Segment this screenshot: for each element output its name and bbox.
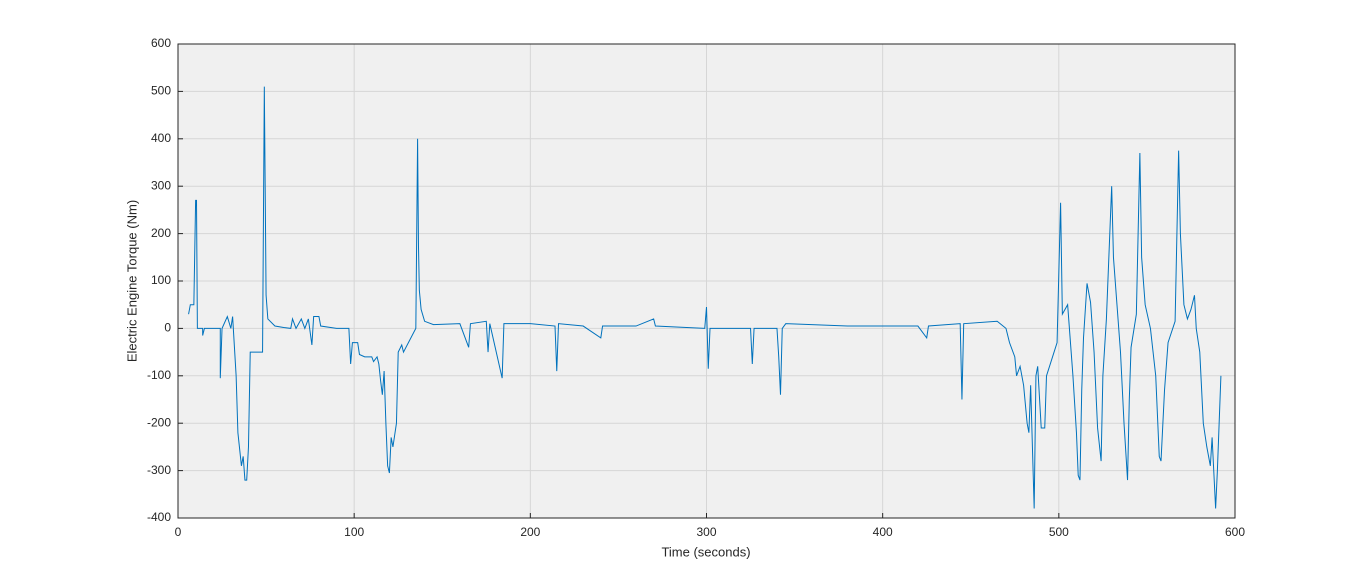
lines	[188, 86, 1222, 509]
y-tick-label: -400	[147, 510, 171, 524]
y-tick-label: 0	[164, 321, 171, 335]
x-axis-label: Time (seconds)	[661, 544, 750, 559]
x-tick-label: 200	[520, 525, 540, 539]
x-tick-label: 100	[344, 525, 364, 539]
y-tick-label: -100	[147, 368, 171, 382]
data-line	[188, 86, 1222, 509]
x-tick-label: 500	[1049, 525, 1069, 539]
y-tick-label: 300	[151, 178, 171, 192]
y-tick-label: 400	[151, 131, 171, 145]
y-tick-label: 100	[151, 273, 171, 287]
x-tick-label: 0	[175, 525, 182, 539]
y-tick-label: -200	[147, 415, 171, 429]
x-tick-label: 300	[696, 525, 716, 539]
y-tick-label: 200	[151, 226, 171, 240]
y-tick-label: 500	[151, 84, 171, 98]
x-tick-label: 600	[1225, 525, 1245, 539]
x-tick-label: 400	[873, 525, 893, 539]
y-tick-label: -300	[147, 463, 171, 477]
y-axis-label: Electric Engine Torque (Nm)	[124, 200, 139, 362]
y-tick-label: 600	[151, 36, 171, 50]
